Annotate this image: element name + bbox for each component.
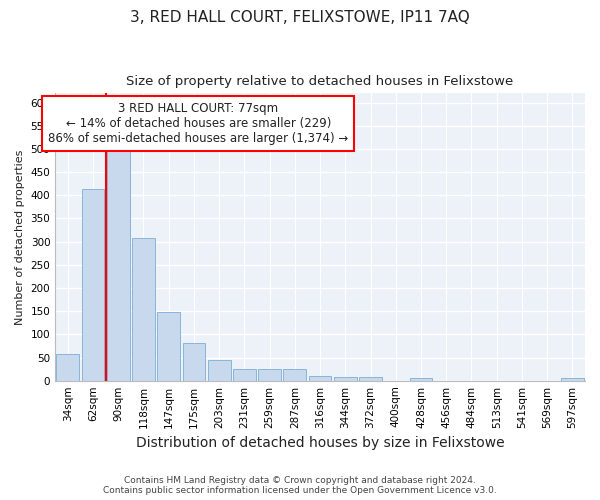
Bar <box>309 376 331 380</box>
Bar <box>359 377 382 380</box>
Bar <box>82 190 104 380</box>
Bar <box>208 360 230 380</box>
Bar <box>157 312 180 380</box>
Bar <box>410 378 433 380</box>
Y-axis label: Number of detached properties: Number of detached properties <box>15 150 25 324</box>
Bar <box>132 238 155 380</box>
Bar <box>258 369 281 380</box>
Bar <box>233 369 256 380</box>
Title: Size of property relative to detached houses in Felixstowe: Size of property relative to detached ho… <box>127 75 514 88</box>
Bar <box>56 354 79 380</box>
X-axis label: Distribution of detached houses by size in Felixstowe: Distribution of detached houses by size … <box>136 436 505 450</box>
Bar <box>334 377 356 380</box>
Text: 3 RED HALL COURT: 77sqm
← 14% of detached houses are smaller (229)
86% of semi-d: 3 RED HALL COURT: 77sqm ← 14% of detache… <box>48 102 349 145</box>
Text: Contains HM Land Registry data © Crown copyright and database right 2024.
Contai: Contains HM Land Registry data © Crown c… <box>103 476 497 495</box>
Bar <box>283 369 306 380</box>
Bar <box>182 342 205 380</box>
Bar <box>561 378 584 380</box>
Text: 3, RED HALL COURT, FELIXSTOWE, IP11 7AQ: 3, RED HALL COURT, FELIXSTOWE, IP11 7AQ <box>130 10 470 25</box>
Bar <box>107 151 130 380</box>
